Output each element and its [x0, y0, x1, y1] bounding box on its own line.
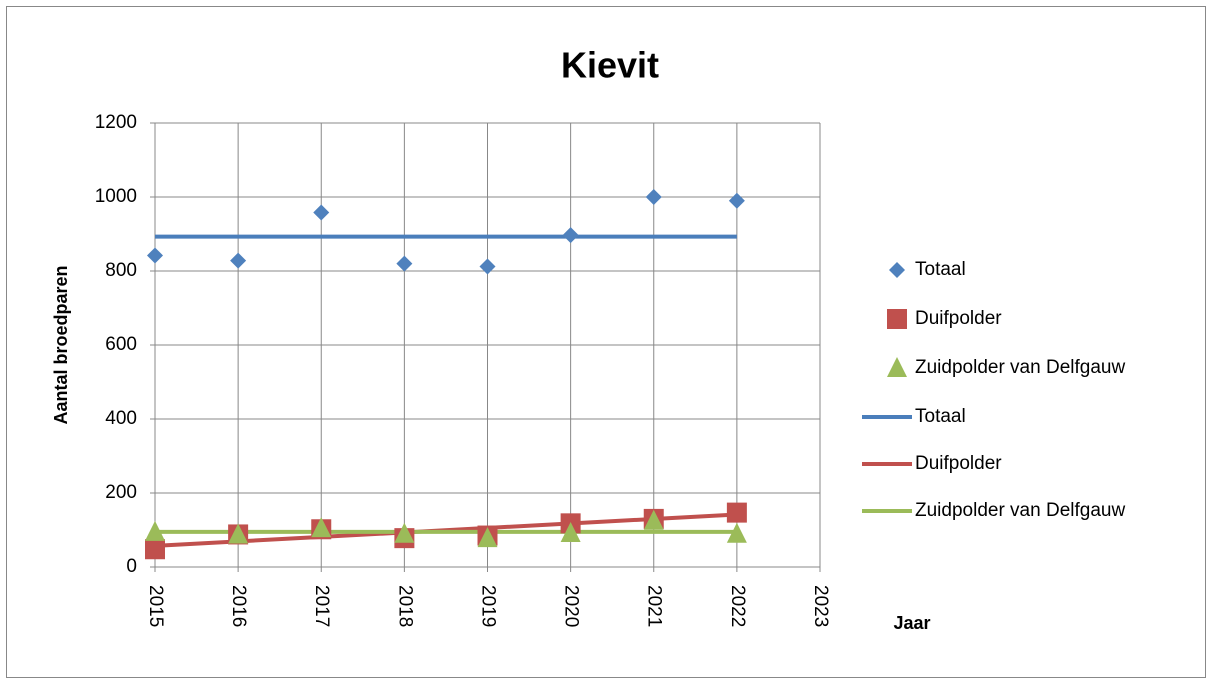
legend-label: Totaal	[915, 406, 966, 427]
marker	[145, 539, 165, 560]
y-tick-label: 600	[105, 334, 137, 355]
x-tick-label: 2018	[394, 585, 415, 627]
x-tick-label: 2022	[727, 585, 748, 627]
x-tick-label: 2016	[228, 585, 249, 627]
marker	[726, 522, 747, 543]
legend-label: Zuidpolder van Delfgauw	[915, 500, 1125, 521]
y-tick-label: 1000	[95, 186, 137, 207]
y-tick-label: 0	[126, 556, 137, 577]
marker	[643, 509, 664, 530]
x-tick-label: 2015	[145, 585, 166, 627]
marker	[479, 258, 496, 275]
x-axis-label: Jaar	[893, 613, 930, 633]
x-tick-label: 2023	[810, 585, 831, 627]
y-tick-label: 1200	[95, 112, 137, 133]
legend-label: Duifpolder	[915, 453, 1002, 474]
legend-label: Duifpolder	[915, 308, 1002, 329]
marker	[311, 517, 332, 538]
marker	[145, 520, 165, 541]
marker	[728, 192, 745, 209]
x-tick-label: 2019	[477, 585, 498, 627]
marker	[313, 204, 330, 221]
x-tick-label: 2020	[561, 585, 582, 627]
y-axis-label: Aantal broedparen	[51, 265, 71, 424]
marker	[726, 502, 747, 523]
x-tick-label: 2021	[644, 585, 665, 627]
legend-label: Totaal	[915, 259, 966, 280]
legend-label: Zuidpolder van Delfgauw	[915, 357, 1125, 378]
marker	[147, 247, 163, 264]
marker	[228, 523, 249, 544]
marker	[562, 227, 579, 244]
legend-marker	[887, 357, 907, 377]
chart-border	[6, 6, 1206, 678]
legend-marker	[889, 262, 905, 278]
marker	[396, 255, 413, 272]
marker	[560, 521, 581, 542]
marker	[394, 522, 415, 543]
x-tick-label: 2017	[311, 585, 332, 627]
y-tick-label: 200	[105, 482, 137, 503]
marker	[230, 252, 247, 269]
marker	[477, 527, 498, 548]
marker	[645, 189, 662, 205]
chart-title: Kievit	[561, 45, 659, 86]
y-tick-label: 800	[105, 260, 137, 281]
y-tick-label: 400	[105, 408, 137, 429]
legend-marker	[887, 309, 907, 329]
